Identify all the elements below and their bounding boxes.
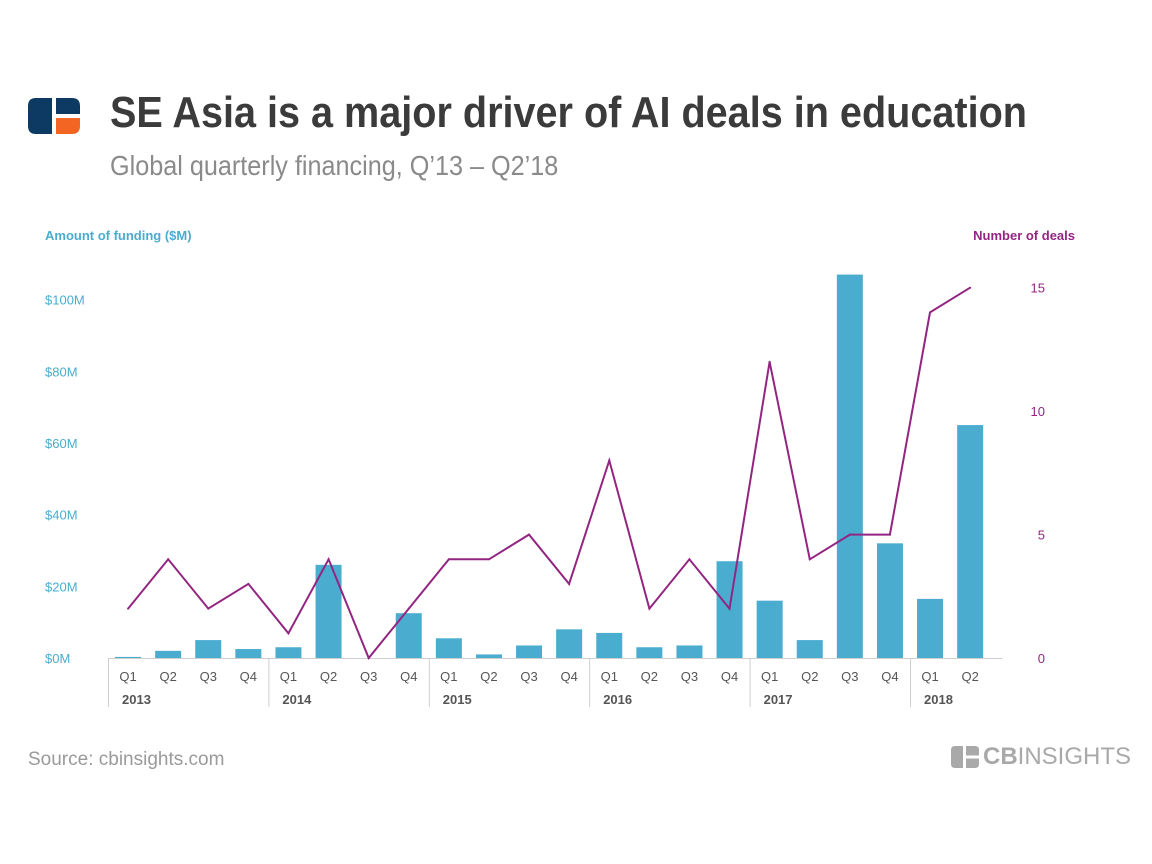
quarter-tick-label: Q1 <box>601 669 618 684</box>
quarter-tick-label: Q2 <box>320 669 337 684</box>
deals-point <box>969 286 972 289</box>
funding-bar <box>556 629 583 658</box>
funding-bar <box>596 632 623 658</box>
funding-bar <box>676 645 703 658</box>
deals-point <box>447 558 450 561</box>
right-axis-tick-label: 10 <box>1031 404 1045 419</box>
cb-logo-bold-text: CB <box>983 743 1018 770</box>
quarter-tick-label: Q1 <box>119 669 136 684</box>
quarter-tick-label: Q3 <box>360 669 377 684</box>
quarter-tick-label: Q3 <box>841 669 858 684</box>
deals-point <box>808 558 811 561</box>
deals-point <box>528 533 531 536</box>
deals-point <box>688 558 691 561</box>
deals-point <box>287 632 290 635</box>
deals-point <box>929 311 932 314</box>
quarter-tick-label: Q3 <box>520 669 537 684</box>
quarter-tick-label: Q3 <box>681 669 698 684</box>
deals-point <box>848 533 851 536</box>
right-axis-tick-label: 0 <box>1038 651 1045 666</box>
quarter-tick-label: Q3 <box>200 669 217 684</box>
funding-bar <box>796 640 823 658</box>
quarter-tick-label: Q1 <box>761 669 778 684</box>
funding-bar <box>917 598 944 658</box>
quarter-tick-label: Q4 <box>240 669 257 684</box>
deals-point <box>728 607 731 610</box>
quarter-tick-label: Q2 <box>159 669 176 684</box>
deals-point <box>207 607 210 610</box>
funding-bar <box>315 564 342 658</box>
right-axis-title: Number of deals <box>973 228 1075 243</box>
deals-point <box>167 558 170 561</box>
cb-insights-logo: CBINSIGHTS <box>951 743 1131 771</box>
deals-point <box>648 607 651 610</box>
deals-line <box>127 286 971 660</box>
left-axis-title: Amount of funding ($M) <box>45 228 192 243</box>
funding-bar <box>275 647 302 658</box>
year-tick-label: 2015 <box>443 692 472 707</box>
year-tick-label: 2017 <box>764 692 793 707</box>
deals-point <box>768 360 771 363</box>
left-axis-tick-label: $100M <box>45 293 85 308</box>
quarter-tick-label: Q4 <box>560 669 577 684</box>
funding-bar <box>716 561 743 658</box>
page-title: SE Asia is a major driver of AI deals in… <box>110 88 1027 137</box>
quarter-tick-label: Q1 <box>440 669 457 684</box>
source-note: Source: cbinsights.com <box>28 749 225 770</box>
deals-point <box>367 657 370 659</box>
left-axis-tick-label: $20M <box>45 579 78 594</box>
funding-bar <box>957 425 984 658</box>
deals-point <box>888 533 891 536</box>
funding-bar <box>516 645 543 658</box>
quarter-tick-label: Q2 <box>480 669 497 684</box>
cb-logo-light-text: INSIGHTS <box>1017 743 1132 770</box>
quarter-tick-label: Q4 <box>721 669 738 684</box>
left-axis-tick-label: $0M <box>45 651 70 666</box>
deals-point <box>407 607 410 610</box>
quarter-tick-label: Q1 <box>921 669 938 684</box>
funding-bar <box>636 647 663 658</box>
year-tick-label: 2013 <box>122 692 151 707</box>
right-axis-tick-label: 5 <box>1038 528 1045 543</box>
quarter-tick-label: Q2 <box>961 669 978 684</box>
funding-bar <box>475 654 502 658</box>
cb-insights-logo-icon <box>951 746 979 768</box>
left-axis-tick-label: $60M <box>45 436 78 451</box>
quarter-tick-label: Q2 <box>801 669 818 684</box>
year-tick-label: 2018 <box>924 692 953 707</box>
deals-point <box>487 558 490 561</box>
quarter-tick-label: Q1 <box>280 669 297 684</box>
funding-bar <box>876 543 903 658</box>
funding-bar <box>235 649 262 658</box>
page-subtitle: Global quarterly financing, Q’13 – Q2’18 <box>110 150 559 181</box>
funding-bar <box>395 613 422 658</box>
quarter-tick-label: Q4 <box>400 669 417 684</box>
cb-logo-mark-icon <box>28 98 80 134</box>
funding-bar <box>195 640 222 658</box>
right-axis-tick-label: 15 <box>1031 281 1045 296</box>
left-axis-tick-label: $80M <box>45 364 78 379</box>
funding-bar <box>836 274 863 658</box>
deals-point <box>247 582 250 585</box>
deals-point <box>608 459 611 462</box>
year-tick-label: 2016 <box>603 692 632 707</box>
funding-bar <box>155 650 182 658</box>
deals-point <box>127 607 130 610</box>
left-axis-tick-label: $40M <box>45 508 78 523</box>
quarter-tick-label: Q2 <box>641 669 658 684</box>
funding-bar <box>435 638 462 658</box>
funding-bar <box>756 600 783 658</box>
year-tick-label: 2014 <box>282 692 312 707</box>
funding-bar <box>115 656 142 658</box>
deals-point <box>327 558 330 561</box>
quarter-tick-label: Q4 <box>881 669 898 684</box>
deals-point <box>568 582 571 585</box>
